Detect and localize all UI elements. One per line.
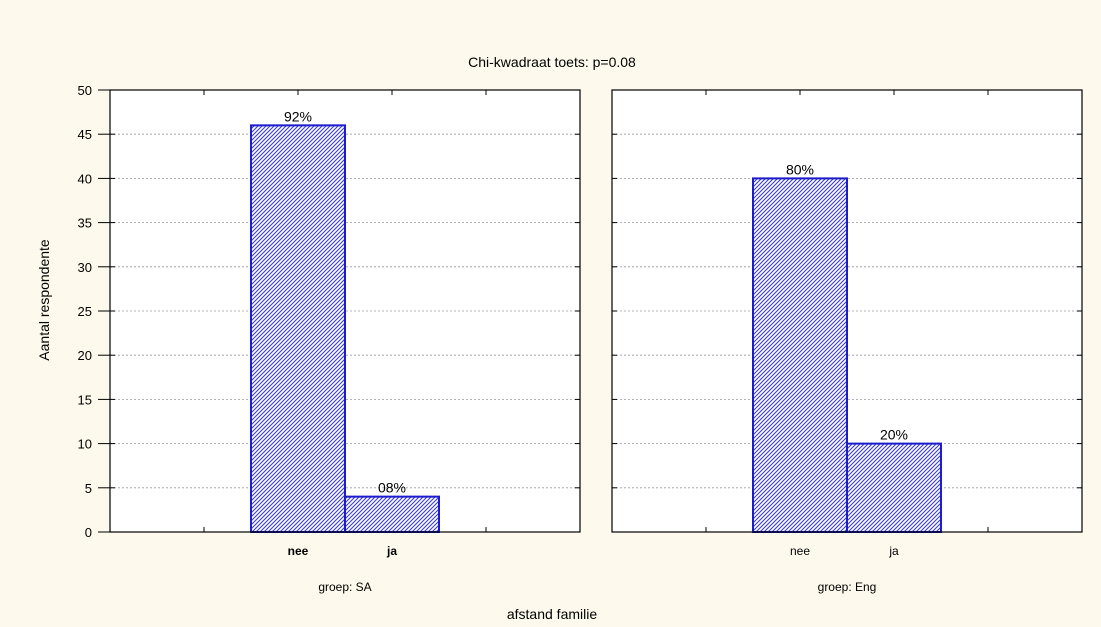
chart-title: Chi-kwadraat toets: p=0.08 [468,54,636,70]
y-tick-label: 10 [78,437,92,452]
x-tick-label: ja [888,544,899,558]
bar-nee [251,125,345,532]
x-tick-label: nee [790,544,810,558]
panel-1: 80% nee 20% ja groep: Eng [612,90,1082,594]
data-label: 80% [786,161,814,177]
bar-nee [753,178,847,532]
y-tick-label: 5 [85,481,92,496]
bar-ja [345,497,439,532]
y-tick-label: 25 [78,304,92,319]
panel-label: groep: Eng [818,580,877,594]
y-tick-label: 50 [78,83,92,98]
bar-ja [847,444,941,532]
y-tick-label: 15 [78,392,92,407]
data-label: 20% [880,427,908,443]
y-tick-label: 35 [78,216,92,231]
y-axis-label: Aantal respondente [36,239,52,361]
panel-label: groep: SA [318,580,371,594]
data-label: 92% [284,108,312,124]
x-tick-label: nee [288,544,309,558]
x-tick-label: ja [386,544,397,558]
y-tick-label: 40 [78,171,92,186]
y-tick-label: 45 [78,127,92,142]
y-tick-label: 0 [85,525,92,540]
data-label: 08% [378,480,406,496]
y-tick-label: 30 [78,260,92,275]
y-tick-label: 20 [78,348,92,363]
x-axis-label: afstand familie [507,606,597,622]
panel-0: 0 5 10 15 20 25 30 35 40 45 50 92% nee 08% ja groep: SA [78,83,580,594]
panels: 0 5 10 15 20 25 30 35 40 45 50 92% nee 08% ja groep: SA… [78,83,1082,594]
